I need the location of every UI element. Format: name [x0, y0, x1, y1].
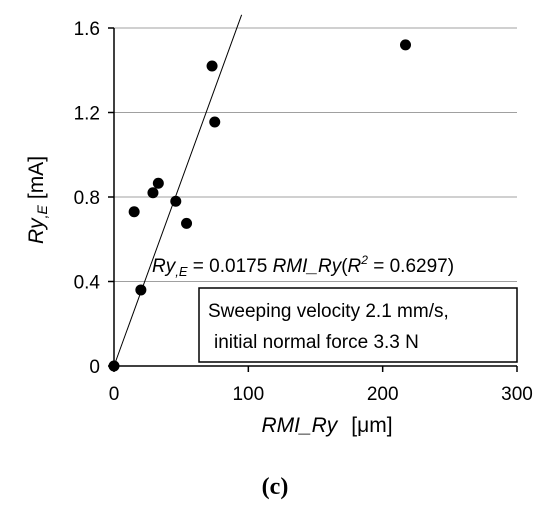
data-point: [209, 116, 221, 128]
x-tick-label: 300: [501, 384, 533, 405]
y-axis-title-unit: [mA]: [25, 156, 48, 199]
data-point: [400, 39, 412, 51]
data-point: [147, 187, 159, 199]
eq-lhs-sub: ,E: [175, 264, 188, 279]
x-tick-label: 200: [367, 384, 399, 405]
y-axis-title-sub: ,E: [34, 204, 50, 218]
annotation-line-1: Sweeping velocity 2.1 mm/s,: [208, 301, 449, 322]
eq-mid: = 0.0175: [188, 256, 273, 277]
eq-r-symbol: R: [348, 256, 362, 277]
y-tick-label: 1.6: [74, 19, 100, 40]
eq-r-value: = 0.6297): [368, 256, 454, 277]
data-point: [108, 360, 120, 372]
fit-equation: Ry,E = 0.0175 RMI_Ry(R2 = 0.6297): [152, 253, 454, 279]
y-tick-label: 1.2: [74, 104, 100, 125]
y-tick-label: 0: [89, 357, 100, 378]
x-tick-label: 100: [232, 384, 264, 405]
y-tick-label: 0.8: [74, 188, 100, 209]
data-points: [108, 39, 412, 372]
grid-lines: [114, 27, 517, 282]
x-tick-label: 0: [109, 384, 120, 405]
data-point: [152, 177, 164, 189]
eq-term: RMI_Ry: [273, 256, 343, 277]
data-point: [170, 195, 182, 207]
y-axis-title: Ry,E [mA]: [25, 156, 50, 244]
y-tick-label: 0.4: [74, 273, 101, 294]
x-axis-title-main: RMI_Ry: [261, 414, 338, 437]
data-point: [128, 206, 140, 218]
eq-lhs-main: Ry: [152, 256, 177, 277]
annotation-box: [198, 287, 518, 363]
axis-ticks: 0 0.4 0.8 1.2 1.6 0 100 200 300: [74, 19, 533, 405]
data-point: [206, 60, 218, 72]
y-axis-title-main: Ry: [25, 217, 48, 244]
data-point: [181, 217, 193, 229]
panel-label: (c): [262, 474, 289, 500]
fit-line: [113, 14, 243, 367]
eq-r-exp: 2: [360, 253, 368, 267]
annotation-line-2: initial normal force 3.3 N: [214, 332, 419, 353]
x-axis-title-unit: [μm]: [351, 414, 392, 437]
x-axis-title: RMI_Ry [μm]: [261, 414, 392, 437]
data-point: [135, 284, 147, 296]
eq-paren: (: [341, 256, 348, 277]
